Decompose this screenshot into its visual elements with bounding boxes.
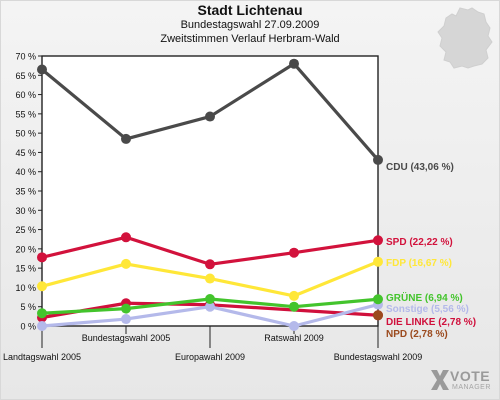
chart-header: Stadt Lichtenau Bundestagswahl 27.09.200… <box>0 2 500 46</box>
logo-manager-text: MANAGER <box>452 384 491 391</box>
chart-subtitle: Bundestagswahl 27.09.2009 <box>180 19 320 31</box>
y-tick-label: 35 % <box>15 187 36 197</box>
data-point-spd <box>37 252 47 263</box>
end-labels: CDU (43,06 %) SPD (22,22 %) FDP (16,67 %) G… <box>386 162 476 340</box>
y-tick-label: 5 % <box>20 302 36 312</box>
chart-title: Stadt Lichtenau <box>197 2 303 18</box>
series-end-label: SPD (22,22 %) <box>386 237 453 248</box>
data-point-cdu <box>121 133 131 144</box>
y-tick-label: 55 % <box>15 109 36 119</box>
y-tick-label: 25 % <box>15 225 36 235</box>
data-point-spd <box>373 235 383 246</box>
series-end-label: FDP (16,67 %) <box>386 258 452 269</box>
data-point-cdu <box>289 58 299 69</box>
data-point-gr-ne <box>373 294 383 305</box>
data-point-cdu <box>37 64 47 75</box>
series-end-label: NPD (2,78 %) <box>386 329 448 340</box>
y-tick-label: 70 % <box>15 52 36 62</box>
series-end-label: DIE LINKE (2,78 %) <box>386 317 476 328</box>
x-tick-label: Bundestagswahl 2009 <box>334 352 423 362</box>
y-tick-label: 20 % <box>15 244 36 254</box>
data-point-fdp <box>205 273 215 284</box>
plot-area <box>41 55 379 327</box>
vote-x-icon <box>431 370 449 390</box>
data-point-fdp <box>37 281 47 292</box>
series-end-label: CDU (43,06 %) <box>386 162 454 173</box>
y-tick-label: 40 % <box>15 167 36 177</box>
data-point-npd <box>373 310 383 321</box>
data-point-cdu <box>205 111 215 122</box>
y-tick-label: 0 % <box>20 322 36 332</box>
data-point-sonstige <box>37 321 47 331</box>
x-tick-label: Ratswahl 2009 <box>264 333 324 343</box>
logo-vote-text: VOTE <box>450 368 491 384</box>
data-point-cdu <box>373 154 383 165</box>
data-point-gr-ne <box>205 294 215 304</box>
data-point-spd <box>205 259 215 270</box>
y-tick-label: 45 % <box>15 148 36 158</box>
data-point-fdp <box>373 256 383 267</box>
data-point-spd <box>289 247 299 258</box>
data-point-gr-ne <box>121 303 131 314</box>
y-tick-label: 60 % <box>15 90 36 100</box>
y-tick-label: 15 % <box>15 264 36 274</box>
x-tick-label: Bundestagswahl 2005 <box>82 333 171 343</box>
germany-map-icon <box>437 7 493 69</box>
series-layer <box>37 58 383 331</box>
y-tick-label: 50 % <box>15 129 36 139</box>
y-tick-label: 10 % <box>15 283 36 293</box>
data-point-spd <box>121 232 131 243</box>
series-end-label: GRÜNE (6,94 %) <box>386 291 463 304</box>
y-tick-label: 30 % <box>15 206 36 216</box>
data-point-fdp <box>289 290 299 301</box>
data-point-sonstige <box>121 314 131 325</box>
data-point-fdp <box>121 258 131 269</box>
votemanager-logo: VOTE MANAGER <box>428 366 500 396</box>
x-tick-label: Landtagswahl 2005 <box>3 352 81 362</box>
y-tick-label: 65 % <box>15 71 36 81</box>
data-point-gr-ne <box>289 301 299 312</box>
data-point-gr-ne <box>37 308 47 319</box>
x-tick-label: Europawahl 2009 <box>175 352 245 362</box>
chart-subtitle-2: Zweitstimmen Verlauf Herbram-Wald <box>160 33 340 45</box>
data-point-sonstige <box>205 301 215 312</box>
data-point-sonstige <box>289 321 299 331</box>
series-end-label: Sonstige (5,56 %) <box>386 304 469 315</box>
